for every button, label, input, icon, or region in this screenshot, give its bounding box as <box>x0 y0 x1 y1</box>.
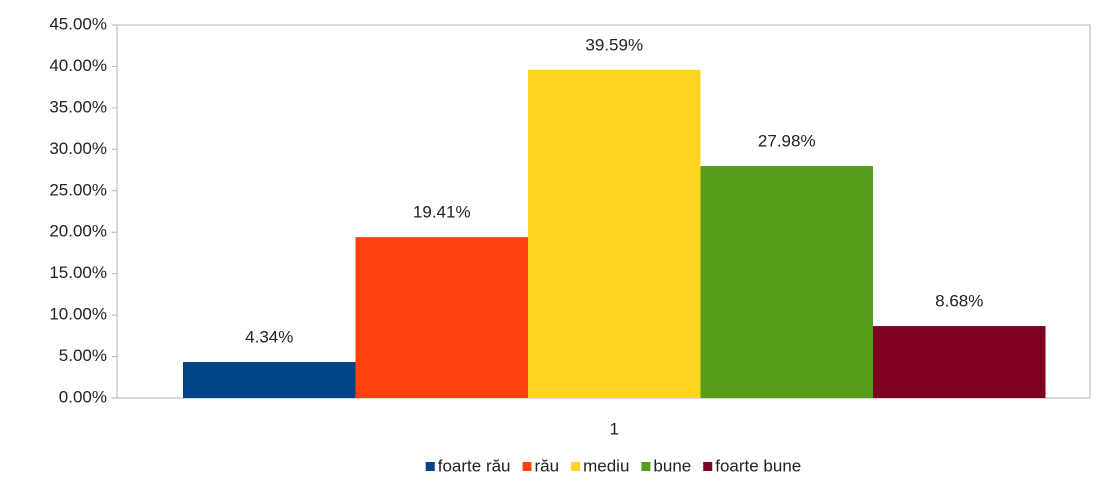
legend-swatch <box>425 462 435 471</box>
y-tick-label: 40.00% <box>49 56 107 75</box>
y-tick-label: 5.00% <box>59 346 107 365</box>
x-tick-label: 1 <box>610 419 619 438</box>
data-label: 39.59% <box>585 35 643 54</box>
bar <box>355 237 528 398</box>
y-tick-label: 45.00% <box>49 14 107 33</box>
data-label: 8.68% <box>935 292 983 311</box>
legend-swatch <box>703 462 713 471</box>
bar <box>700 166 873 398</box>
y-tick-label: 25.00% <box>49 180 107 199</box>
y-tick-label: 20.00% <box>49 222 107 241</box>
legend-swatch <box>641 462 651 471</box>
y-tick-label: 15.00% <box>49 263 107 282</box>
bar <box>183 362 356 398</box>
y-tick-label: 0.00% <box>59 387 107 406</box>
legend-label: bune <box>653 456 691 475</box>
legend-swatch <box>571 462 581 471</box>
bar <box>873 326 1046 398</box>
bar <box>528 69 701 398</box>
data-label: 27.98% <box>758 132 816 151</box>
legend-label: foarte rău <box>438 456 511 475</box>
y-tick-label: 10.00% <box>49 305 107 324</box>
legend-label: mediu <box>583 456 629 475</box>
legend-label: rău <box>535 456 560 475</box>
y-tick-label: 35.00% <box>49 97 107 116</box>
legend-label: foarte bune <box>715 456 801 475</box>
y-tick-label: 30.00% <box>49 139 107 158</box>
legend-swatch <box>522 462 532 471</box>
data-label: 19.41% <box>413 203 471 222</box>
data-label: 4.34% <box>245 328 293 347</box>
